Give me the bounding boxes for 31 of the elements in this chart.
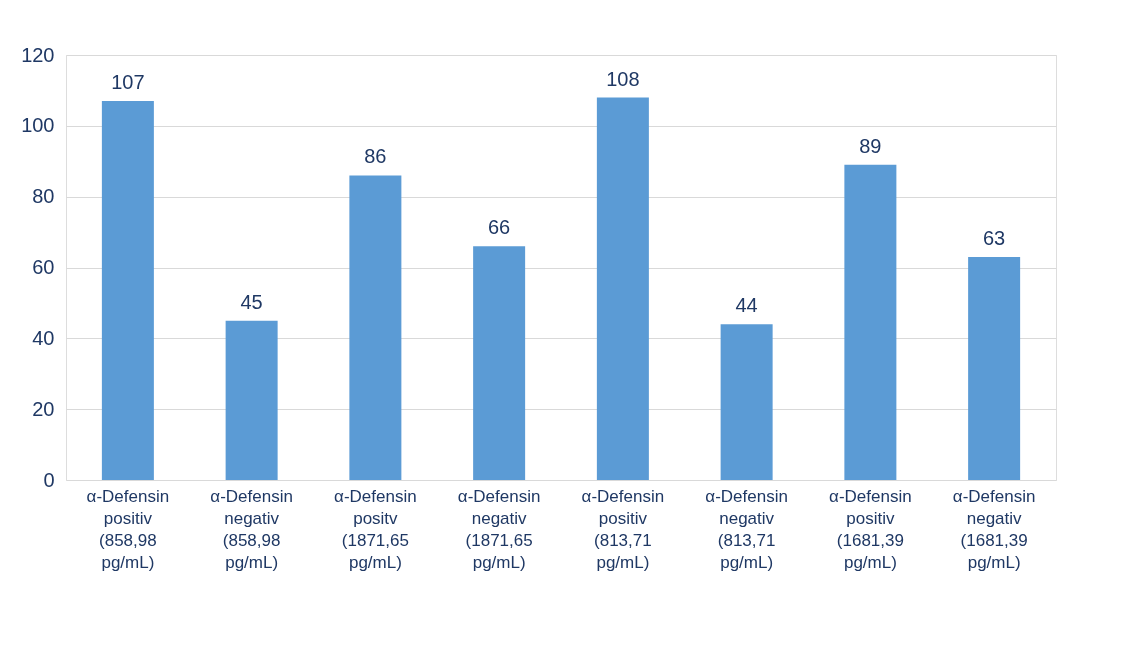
x-tick-label: α-Defensin positiv (858,98 pg/mL) [86, 486, 170, 572]
bar [473, 246, 526, 480]
bar [720, 324, 773, 480]
bar [968, 256, 1021, 480]
x-tick-label: α-Defensin negativ (858,98 pg/mL) [210, 486, 293, 572]
data-label: 86 [364, 145, 387, 168]
bar [349, 175, 402, 480]
x-tick-label: α-Defensin negativ (1681,39 pg/mL) [952, 486, 1036, 572]
bar [596, 97, 649, 480]
bar [225, 320, 278, 480]
y-tick-label: 20 [32, 397, 55, 420]
data-label: 66 [488, 216, 511, 239]
x-tick-label: α-Defensin positiv (813,71 pg/mL) [581, 486, 665, 572]
data-label: 107 [111, 71, 145, 94]
x-tick-label: α-Defensin positv (1871,65 pg/mL) [334, 486, 417, 572]
x-tick-label: α-Defensin positiv (1681,39 pg/mL) [829, 486, 912, 572]
data-label: 89 [859, 134, 882, 157]
bar [844, 164, 897, 480]
y-tick-label: 80 [32, 185, 55, 208]
y-tick-label: 120 [21, 43, 55, 66]
data-label: 63 [983, 226, 1006, 249]
data-label: 44 [735, 294, 758, 317]
y-tick-label: 100 [21, 114, 55, 137]
y-tick-label: 40 [32, 326, 55, 349]
y-tick-label: 0 [43, 468, 55, 491]
x-tick-label: α-Defensin negativ (813,71 pg/mL) [705, 486, 788, 572]
x-tick-label: α-Defensin negativ (1871,65 pg/mL) [457, 486, 541, 572]
data-label: 108 [606, 67, 640, 90]
y-tick-label: 60 [32, 256, 55, 278]
bar [101, 101, 154, 480]
data-label: 45 [240, 290, 263, 313]
